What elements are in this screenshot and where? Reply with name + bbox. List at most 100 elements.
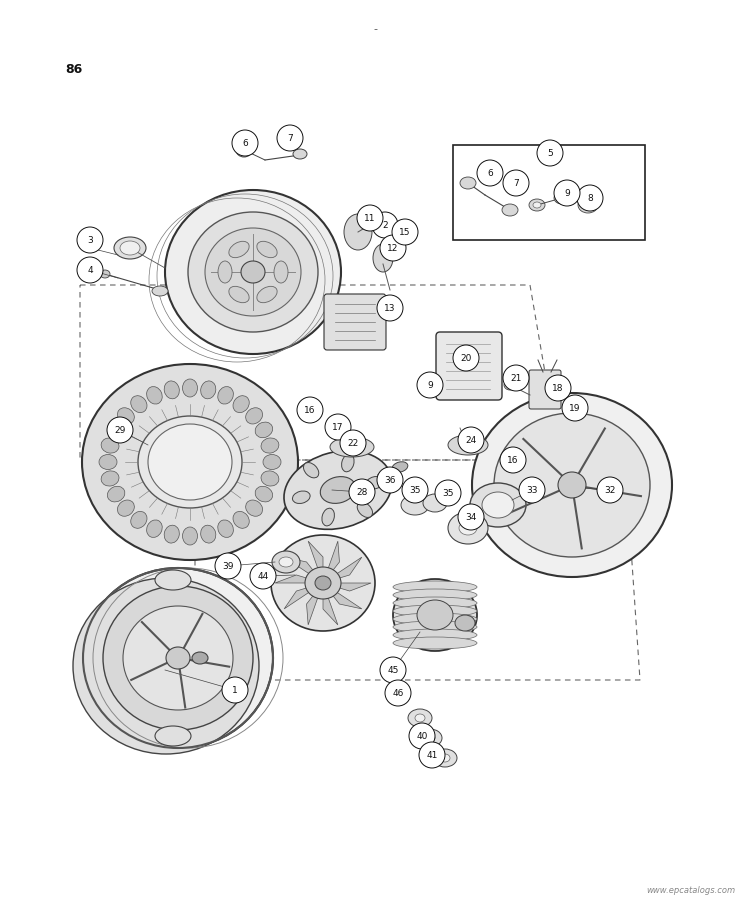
Ellipse shape <box>393 637 477 649</box>
Text: 20: 20 <box>460 353 472 363</box>
Ellipse shape <box>82 364 298 560</box>
Ellipse shape <box>148 424 232 500</box>
Ellipse shape <box>101 438 119 453</box>
Ellipse shape <box>218 261 232 283</box>
Text: 11: 11 <box>364 214 376 222</box>
Ellipse shape <box>261 438 279 453</box>
Ellipse shape <box>241 261 265 283</box>
Circle shape <box>402 477 428 503</box>
Ellipse shape <box>188 212 318 332</box>
Ellipse shape <box>192 652 208 664</box>
Ellipse shape <box>272 551 300 573</box>
Ellipse shape <box>448 435 488 455</box>
Circle shape <box>477 160 503 186</box>
Ellipse shape <box>229 241 249 258</box>
Ellipse shape <box>182 379 198 397</box>
Ellipse shape <box>164 525 179 543</box>
Circle shape <box>409 723 435 749</box>
Polygon shape <box>306 583 323 625</box>
Text: 16: 16 <box>304 406 315 415</box>
Text: 2: 2 <box>382 220 388 230</box>
Circle shape <box>372 212 398 238</box>
Ellipse shape <box>236 143 252 157</box>
Ellipse shape <box>393 581 477 593</box>
Circle shape <box>385 680 411 706</box>
Ellipse shape <box>293 149 307 159</box>
Ellipse shape <box>322 509 334 526</box>
Ellipse shape <box>393 597 477 609</box>
Ellipse shape <box>408 709 432 727</box>
Text: 18: 18 <box>552 384 564 393</box>
Ellipse shape <box>393 605 477 617</box>
Ellipse shape <box>120 241 140 255</box>
Polygon shape <box>308 541 323 583</box>
FancyBboxPatch shape <box>324 294 386 350</box>
Circle shape <box>222 677 248 703</box>
Circle shape <box>277 125 303 151</box>
Ellipse shape <box>101 471 119 486</box>
Ellipse shape <box>123 606 233 710</box>
Ellipse shape <box>578 197 598 213</box>
Ellipse shape <box>257 286 277 303</box>
Ellipse shape <box>274 261 288 283</box>
Ellipse shape <box>393 589 477 601</box>
Ellipse shape <box>114 237 146 259</box>
Ellipse shape <box>482 492 514 518</box>
Ellipse shape <box>366 476 384 489</box>
Circle shape <box>215 553 241 579</box>
Text: 28: 28 <box>356 487 368 497</box>
Polygon shape <box>323 583 362 609</box>
Ellipse shape <box>423 494 447 512</box>
Ellipse shape <box>255 422 273 438</box>
Ellipse shape <box>558 472 586 498</box>
Ellipse shape <box>233 396 249 412</box>
Ellipse shape <box>357 502 372 518</box>
Text: 15: 15 <box>400 228 411 237</box>
Circle shape <box>500 447 526 473</box>
Ellipse shape <box>246 408 263 424</box>
Circle shape <box>417 372 443 398</box>
Ellipse shape <box>433 749 457 767</box>
Circle shape <box>435 480 461 506</box>
Circle shape <box>380 657 406 683</box>
Ellipse shape <box>271 535 375 631</box>
Text: 1: 1 <box>232 686 238 695</box>
Ellipse shape <box>417 600 453 630</box>
Polygon shape <box>323 583 371 591</box>
Ellipse shape <box>472 393 672 577</box>
Ellipse shape <box>494 413 650 557</box>
Ellipse shape <box>117 500 134 516</box>
Ellipse shape <box>73 578 259 754</box>
Ellipse shape <box>201 525 216 543</box>
Ellipse shape <box>218 520 234 537</box>
Text: -: - <box>373 24 377 34</box>
Ellipse shape <box>422 380 442 396</box>
Ellipse shape <box>415 714 425 722</box>
Ellipse shape <box>182 527 198 545</box>
Ellipse shape <box>100 270 110 278</box>
Ellipse shape <box>392 462 408 472</box>
Ellipse shape <box>246 500 263 516</box>
Ellipse shape <box>554 192 570 204</box>
Ellipse shape <box>165 190 341 354</box>
Text: 41: 41 <box>427 751 438 759</box>
Text: 36: 36 <box>385 476 396 485</box>
Ellipse shape <box>305 567 341 599</box>
Text: 44: 44 <box>258 572 269 580</box>
Ellipse shape <box>255 487 273 502</box>
Text: 9: 9 <box>564 188 570 197</box>
Ellipse shape <box>455 615 475 631</box>
Ellipse shape <box>330 437 374 457</box>
Text: www.epcatalogs.com: www.epcatalogs.com <box>646 886 735 895</box>
Circle shape <box>377 467 403 493</box>
Polygon shape <box>284 583 323 609</box>
Text: 13: 13 <box>385 304 396 312</box>
Polygon shape <box>323 557 362 583</box>
Text: 8: 8 <box>587 194 593 203</box>
Ellipse shape <box>470 483 526 527</box>
Circle shape <box>597 477 623 503</box>
Circle shape <box>377 295 403 321</box>
Text: 29: 29 <box>114 426 125 434</box>
Ellipse shape <box>164 381 179 398</box>
Text: 24: 24 <box>466 435 477 444</box>
